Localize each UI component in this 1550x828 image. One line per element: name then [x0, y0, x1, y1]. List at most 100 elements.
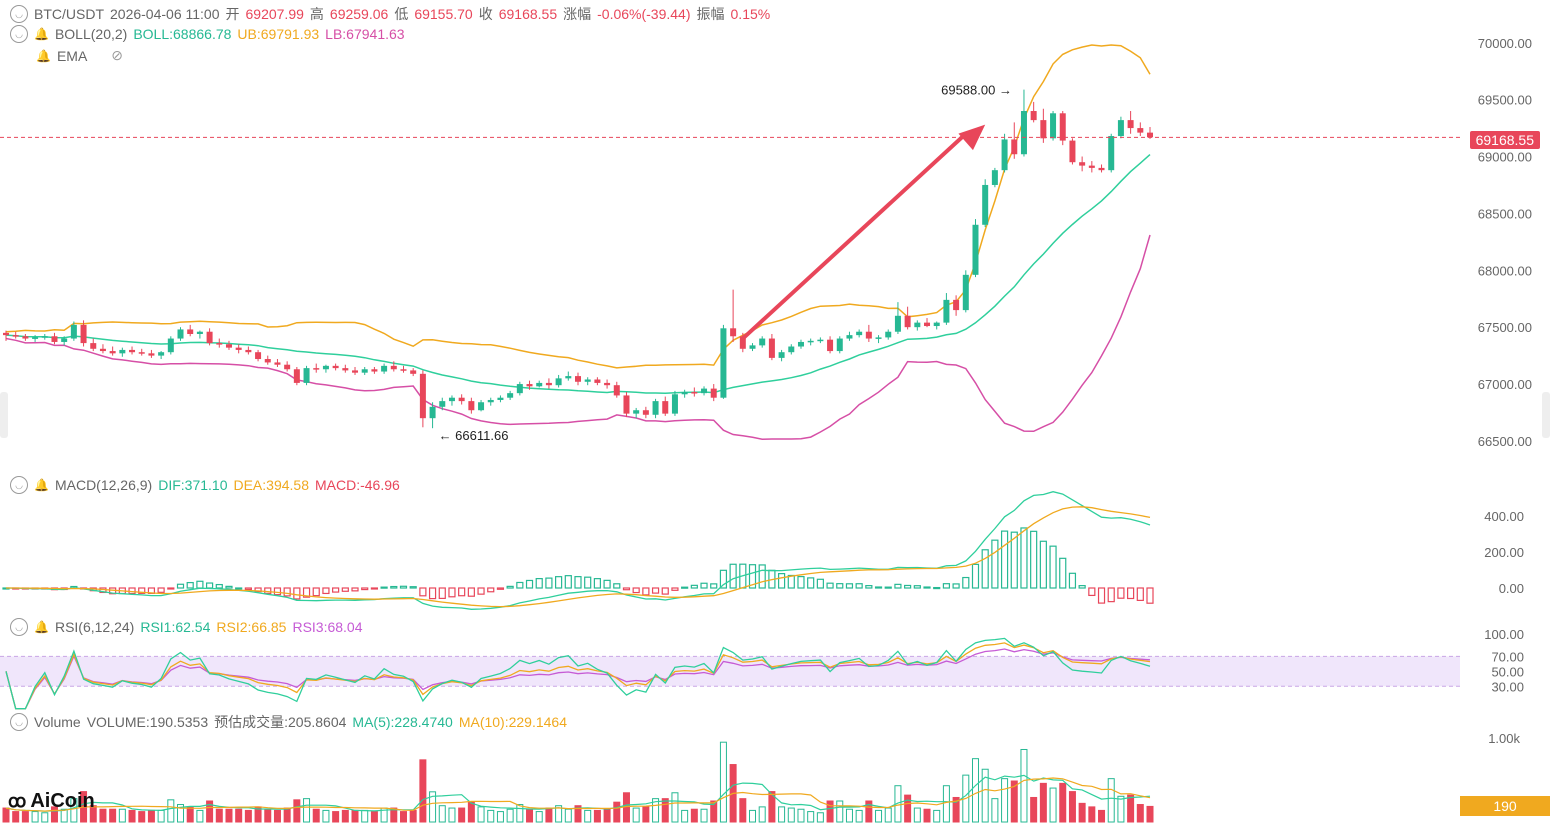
- volume-bar: [21, 811, 29, 823]
- eye-toggle-icon[interactable]: ◡: [10, 618, 28, 636]
- rsi2-line: [5, 642, 1151, 710]
- macd-histogram-bar: [273, 587, 282, 596]
- price-axis-label: 66500.00: [1478, 434, 1532, 449]
- macd-histogram-bar: [545, 577, 553, 589]
- close-value: 69168.55: [498, 6, 558, 22]
- candle-body: [225, 344, 232, 348]
- macd-histogram-bar: [1000, 530, 1009, 589]
- candle-body: [545, 382, 552, 386]
- volume-bar: [603, 808, 611, 823]
- bell-icon[interactable]: 🔔: [36, 48, 51, 63]
- macd-histogram-bar: [564, 575, 572, 589]
- macd-histogram-bar: [244, 587, 252, 591]
- volume-bar: [661, 798, 669, 823]
- macd-histogram-bar: [477, 587, 485, 595]
- right-scroll-handle[interactable]: [1542, 392, 1550, 438]
- volume-bar: [971, 758, 979, 823]
- change-value: -0.06%(-39.44): [597, 6, 691, 22]
- volume-bar: [41, 812, 49, 823]
- candle-body: [681, 392, 688, 395]
- bell-icon[interactable]: 🔔: [34, 620, 49, 634]
- hidden-eye-icon[interactable]: ⊘: [111, 47, 124, 63]
- current-volume-tag: 190: [1460, 796, 1550, 816]
- price-axis-label: 68500.00: [1478, 206, 1532, 221]
- candle-body: [468, 401, 475, 411]
- rsi-band: [0, 656, 1460, 687]
- macd-histogram-bar: [555, 576, 563, 589]
- macd-histogram-bar: [167, 587, 175, 590]
- volume-bar: [177, 804, 185, 823]
- macd-histogram-bar: [632, 587, 640, 594]
- volume-legend: ◡ Volume VOLUME:190.5353 预估成交量:205.8604 …: [10, 712, 567, 732]
- eye-toggle-icon[interactable]: ◡: [10, 713, 28, 731]
- macd-histogram-bar: [1059, 557, 1067, 589]
- open-label: 开: [225, 6, 240, 22]
- volume-bar: [128, 809, 136, 823]
- macd-histogram-bar: [962, 576, 970, 589]
- volume-bar: [118, 808, 126, 823]
- volume-name[interactable]: Volume: [34, 714, 81, 730]
- trend-arrow-head: [958, 124, 986, 151]
- candle-body: [613, 385, 620, 396]
- macd-histogram-bar: [933, 586, 941, 590]
- macd-histogram-bar: [506, 585, 514, 589]
- volume-bar: [700, 808, 708, 823]
- candle-body: [119, 349, 126, 354]
- candle-body: [90, 343, 97, 349]
- macd-histogram-bar: [777, 573, 786, 589]
- macd-histogram-bar: [487, 587, 495, 593]
- candle-body: [80, 324, 87, 344]
- volume-bar: [370, 811, 378, 823]
- ema-name[interactable]: EMA: [56, 47, 88, 64]
- macd-histogram-bar: [642, 587, 650, 596]
- candle-body: [1088, 165, 1095, 168]
- volume-bar: [2, 807, 10, 823]
- left-scroll-handle[interactable]: [0, 392, 8, 438]
- eye-toggle-icon[interactable]: ◡: [10, 25, 28, 43]
- boll-name[interactable]: BOLL(20,2): [54, 26, 128, 42]
- macd-histogram-bar: [409, 586, 417, 589]
- candle-body: [1059, 113, 1066, 141]
- volume-bar: [991, 798, 999, 823]
- volume-bar: [1059, 782, 1067, 823]
- price-axis-label: 70000.00: [1478, 36, 1532, 51]
- price-axis-label: 69000.00: [1478, 150, 1532, 165]
- eye-toggle-icon[interactable]: ◡: [10, 5, 28, 23]
- candle-body: [604, 382, 611, 386]
- macd-histogram-bar: [1136, 587, 1144, 601]
- macd-histogram-bar: [681, 586, 689, 589]
- volume-bar: [1068, 791, 1076, 823]
- candle-body: [1147, 132, 1153, 138]
- volume-bar: [467, 801, 475, 823]
- macd-histogram-bar: [971, 563, 980, 589]
- eye-toggle-icon[interactable]: ◡: [10, 476, 28, 494]
- volume-bar: [264, 808, 272, 823]
- volume-bar: [1010, 780, 1018, 823]
- volume-bar: [312, 808, 320, 823]
- volume-bar: [942, 785, 950, 823]
- candle-body: [148, 353, 155, 356]
- macd-name[interactable]: MACD(12,26,9): [54, 477, 153, 493]
- rsi3-value: RSI3:68.04: [292, 619, 363, 635]
- volume-bar: [1049, 787, 1057, 823]
- candle-body: [177, 329, 184, 339]
- bell-icon[interactable]: 🔔: [34, 27, 49, 41]
- bell-icon[interactable]: 🔔: [34, 478, 49, 492]
- rsi-axis-label: 70.00: [1491, 649, 1524, 664]
- volume-bar: [1117, 795, 1125, 823]
- candle-body: [972, 224, 979, 275]
- candle-body: [914, 322, 921, 328]
- candle-body: [313, 368, 320, 370]
- candle-body: [1001, 139, 1008, 171]
- rsi-name[interactable]: RSI(6,12,24): [54, 619, 135, 635]
- price-axis-label: 67000.00: [1478, 377, 1532, 392]
- candle-body: [487, 399, 494, 403]
- volume-bar: [526, 808, 534, 823]
- volume-bar: [477, 806, 485, 823]
- macd-histogram-bar: [302, 587, 311, 598]
- candle-body: [478, 402, 485, 411]
- ema-legend: 🔔 EMA ⊘: [36, 47, 123, 64]
- candle-body: [410, 370, 417, 374]
- candle-body: [303, 368, 310, 383]
